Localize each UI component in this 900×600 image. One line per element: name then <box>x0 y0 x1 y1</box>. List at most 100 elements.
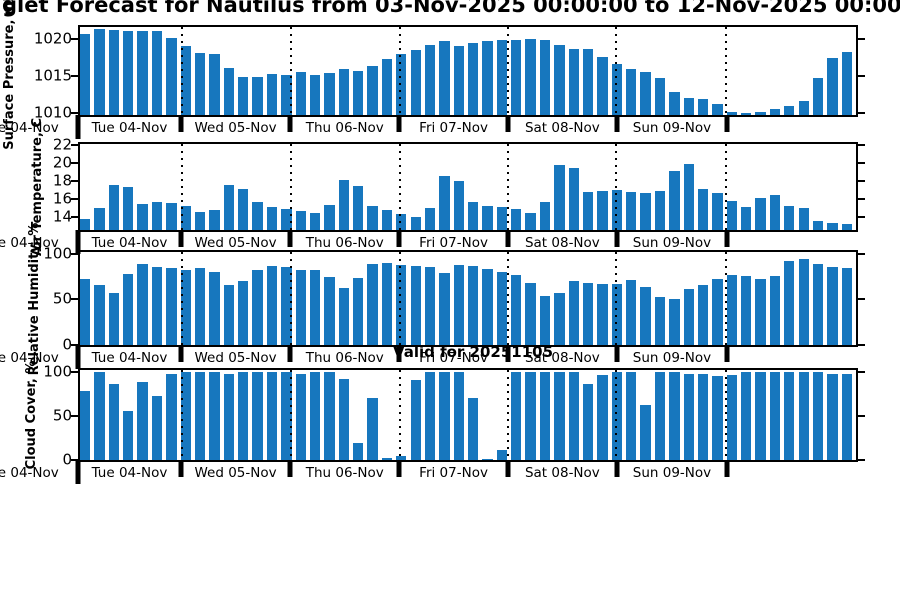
bar <box>482 205 493 230</box>
bar <box>295 211 306 230</box>
bar <box>511 208 522 230</box>
day-boundary-tick <box>614 460 620 477</box>
day-boundary-line <box>506 370 509 460</box>
day-boundary-tick <box>178 230 184 247</box>
day-boundary-line <box>290 27 293 115</box>
day-boundary-tick <box>505 345 511 362</box>
bar <box>295 270 306 345</box>
day-boundary-line <box>290 370 293 460</box>
relative-humidity-axis-label: Relative Humidity, % <box>27 222 42 375</box>
day-boundary-tick <box>505 115 511 132</box>
bar <box>827 222 838 230</box>
x-tick-label: Fri 07-Nov <box>419 235 488 251</box>
bar <box>252 76 263 115</box>
day-boundary-line <box>290 144 293 230</box>
bar <box>669 298 680 345</box>
bar <box>554 44 565 115</box>
bar <box>324 205 335 230</box>
x-tick-label: Sun 09-Nov <box>632 350 712 366</box>
y-tick-mark <box>858 37 865 40</box>
y-tick-mark <box>858 215 865 218</box>
day-boundary-tick <box>178 460 184 477</box>
bar <box>482 41 493 115</box>
bar <box>812 77 824 115</box>
bar <box>654 371 666 460</box>
day-boundary-tick <box>396 345 402 362</box>
x-tick-label: Wed 05-Nov <box>194 235 277 251</box>
bar <box>626 280 637 345</box>
day-boundary-line <box>506 144 509 230</box>
bar <box>309 213 321 230</box>
bar <box>94 284 105 345</box>
x-tick-label: Tue 04-Nov <box>91 350 168 366</box>
x-tick-label: Wed 05-Nov <box>194 120 277 136</box>
bar <box>626 371 637 460</box>
day-boundary-tick <box>724 230 730 247</box>
bar <box>697 189 709 230</box>
bar <box>496 206 508 230</box>
y-tick-mark <box>71 344 78 346</box>
surface-pressure-panel: Surface Pressure, mb 1020 1015 1010 Tue 04… <box>0 0 865 150</box>
bar <box>539 295 551 345</box>
bar <box>137 263 148 345</box>
day-boundary-line <box>615 27 618 115</box>
bar <box>697 284 709 345</box>
bar <box>827 266 838 345</box>
valid-for-label: Valid for 20251105 <box>392 343 554 361</box>
bar <box>597 283 608 345</box>
day-boundary-line <box>724 144 727 230</box>
bar <box>324 371 335 460</box>
x-tick-label: Thu 06-Nov <box>305 120 384 136</box>
bar <box>353 186 364 230</box>
bar <box>712 104 723 115</box>
bar <box>324 276 335 345</box>
bar <box>769 195 781 230</box>
y-tick-mark <box>71 298 78 301</box>
bar <box>80 279 91 345</box>
bar <box>396 53 407 115</box>
x-tick-label: Thu 06-Nov <box>305 235 384 251</box>
bar <box>381 458 393 460</box>
y-tick-mark <box>858 144 865 147</box>
bar <box>238 371 249 460</box>
x-tick-label: Fri 07-Nov <box>419 350 488 366</box>
bar <box>554 164 565 230</box>
y-tick-label: 1020 <box>33 29 72 48</box>
day-boundary-tick <box>396 230 402 247</box>
day-boundary-tick <box>396 115 402 132</box>
y-tick-label: 50 <box>52 289 72 308</box>
bar <box>223 67 235 115</box>
day-boundary-tick <box>178 115 184 132</box>
y-tick-mark <box>71 370 78 373</box>
bar <box>726 112 737 115</box>
bar <box>281 208 292 230</box>
day-boundary-tick <box>724 345 730 362</box>
bar <box>539 371 551 460</box>
y-tick-mark <box>71 144 78 147</box>
y-tick-label: 14 <box>52 207 72 226</box>
bar <box>511 274 522 345</box>
relative-humidity-panel: Relative Humidity, % 100 50 0 Tue 04-Nov We… <box>0 222 865 375</box>
y-tick-mark <box>858 75 865 77</box>
bar <box>568 281 579 345</box>
day-boundary-line <box>724 252 727 345</box>
y-tick-mark <box>858 179 865 182</box>
bar <box>266 73 278 115</box>
day-boundary-line <box>724 27 727 115</box>
y-tick-mark <box>858 252 865 255</box>
bar <box>151 202 163 230</box>
y-tick-mark <box>858 344 865 346</box>
day-boundary-line <box>290 252 293 345</box>
y-tick-label: 1015 <box>33 66 72 85</box>
axis-start-tick <box>75 230 81 254</box>
bar <box>654 190 666 230</box>
relative-humidity-xlabels: Tue 04-Nov Wed 05-Nov Thu 06-Nov Fri 07-Nov… <box>0 347 858 367</box>
axis-start-tick <box>75 115 81 139</box>
bar <box>597 56 608 115</box>
bar <box>482 269 493 345</box>
bar <box>568 49 579 115</box>
y-tick-label: 16 <box>52 189 72 208</box>
bar <box>367 205 378 230</box>
bar <box>353 70 364 115</box>
